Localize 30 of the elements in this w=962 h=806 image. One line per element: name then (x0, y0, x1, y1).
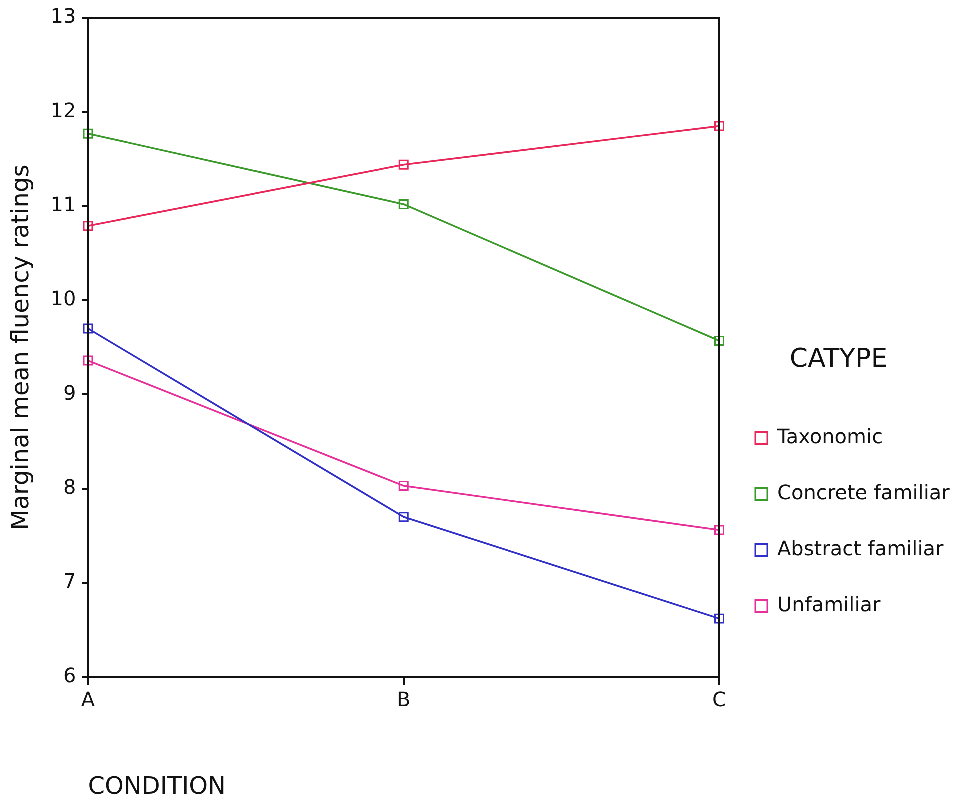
x-tick-label: B (397, 687, 411, 712)
y-tick-label: 11 (50, 192, 76, 217)
point (714, 121, 724, 132)
point (714, 525, 724, 536)
y-tick-label: 9 (64, 380, 76, 405)
y-tick-label: 8 (64, 475, 76, 500)
legend-label: Abstract familiar (778, 536, 945, 560)
legend-title: CATYPE (790, 344, 888, 374)
point (398, 160, 409, 170)
y-axis-title: Marginal mean fluency ratings (6, 164, 35, 530)
point (83, 221, 94, 232)
legend-label: Unfamiliar (778, 592, 882, 616)
y-tick-label: 12 (50, 98, 76, 122)
point (83, 324, 94, 334)
point (714, 614, 724, 624)
point (398, 199, 409, 210)
x-axis-title: CONDITION (88, 772, 226, 800)
point (83, 356, 94, 366)
point (398, 481, 409, 492)
point (83, 128, 94, 139)
y-tick-label: 7 (64, 569, 76, 594)
legend-label: Taxonomic (776, 424, 884, 448)
x-tick-label: A (81, 687, 96, 712)
y-tick-label: 13 (50, 4, 76, 28)
x-tick-label: C (712, 687, 726, 712)
point (398, 512, 409, 522)
y-tick-label: 10 (50, 286, 76, 311)
point (714, 336, 724, 346)
legend-label: Concrete familiar (778, 480, 951, 504)
y-tick-label: 6 (64, 663, 76, 688)
